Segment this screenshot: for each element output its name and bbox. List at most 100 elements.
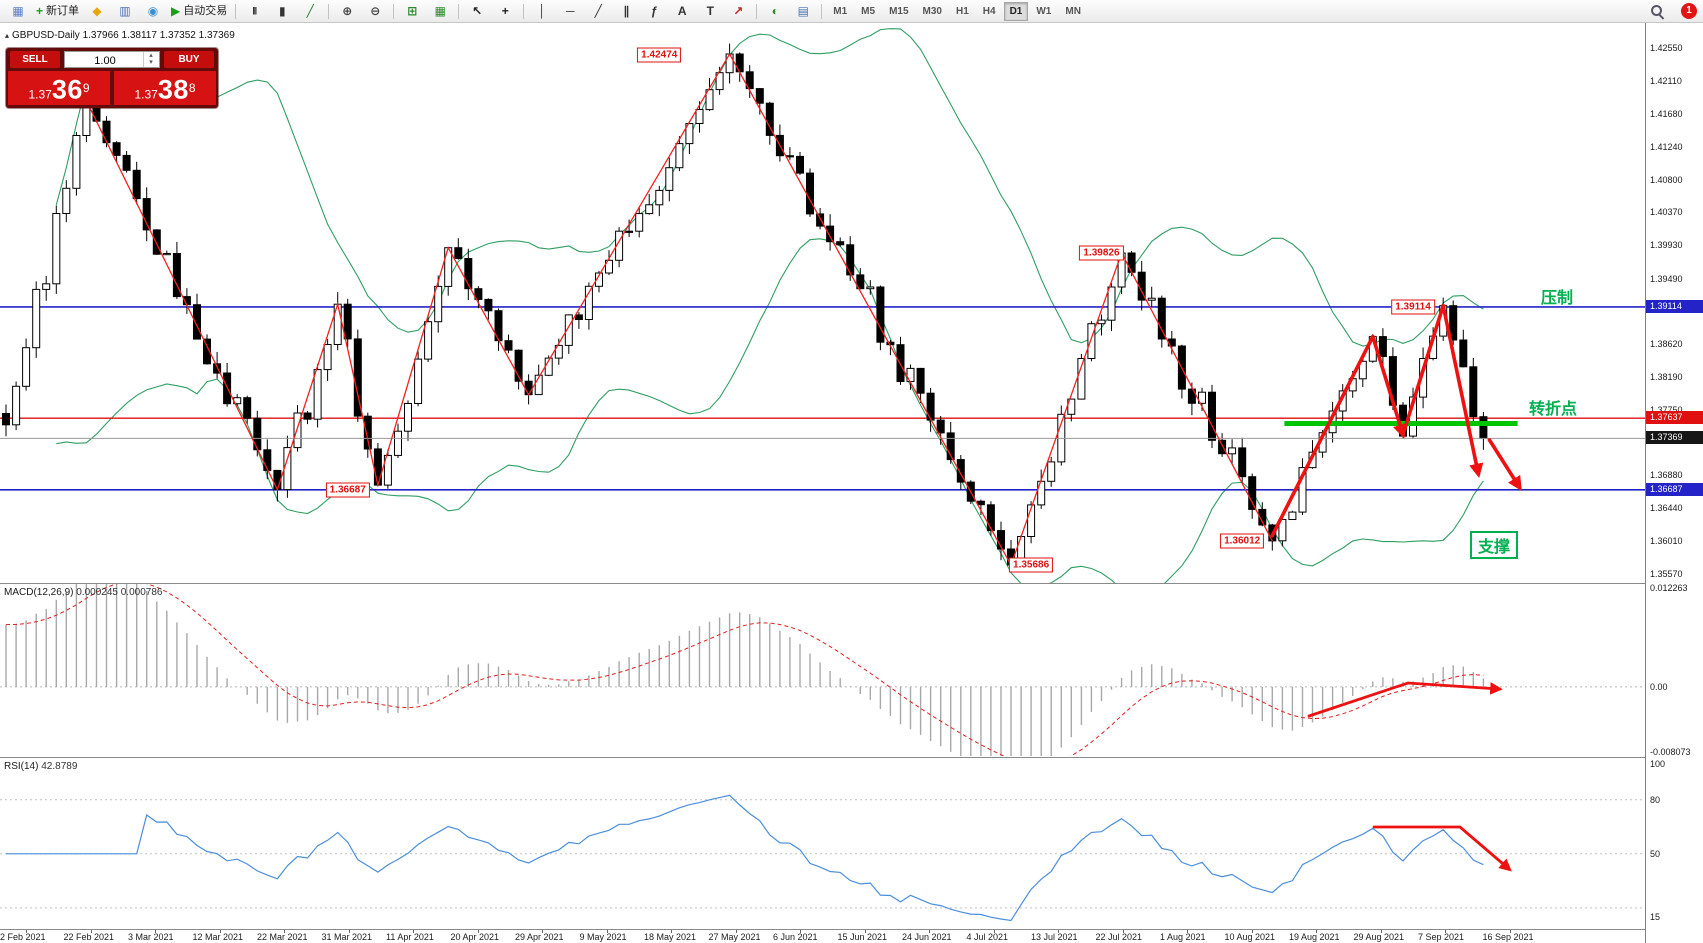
- date-label: 15 Jun 2021: [837, 932, 888, 942]
- buy-button[interactable]: BUY: [164, 51, 214, 68]
- shapes-icon[interactable]: ↗: [725, 1, 751, 21]
- crosshair-icon[interactable]: +: [492, 1, 518, 21]
- candlestick-chart-icon: ▮: [278, 4, 286, 18]
- search-icon[interactable]: [1650, 4, 1665, 19]
- autotrading-button[interactable]: ▶ 自动交易: [168, 1, 230, 21]
- alerts-icon[interactable]: ◆: [84, 1, 110, 21]
- zoom-out-icon: ⊖: [370, 4, 381, 18]
- price-callout[interactable]: 1.36012: [1220, 533, 1265, 549]
- date-label: 22 Jul 2021: [1095, 932, 1143, 942]
- timeframe-m5-button[interactable]: M5: [861, 5, 876, 17]
- one-click-trading-panel: SELL ▴ ▾ BUY 1.37369 1.37388: [6, 48, 218, 108]
- timeframe-h1-button[interactable]: H1: [955, 5, 969, 17]
- time-tick: [929, 930, 930, 933]
- time-tick: [1251, 930, 1253, 933]
- toolbar-separator: [328, 3, 330, 19]
- timeframe-w1-button[interactable]: W1: [1036, 5, 1052, 17]
- price-callout[interactable]: 1.42474: [637, 47, 682, 63]
- rsi-panel-canvas[interactable]: [0, 758, 1645, 929]
- time-tick: [477, 930, 479, 933]
- date-label: 3 Mar 2021: [128, 932, 174, 942]
- fibonacci-icon: ƒ: [650, 4, 658, 18]
- label-icon[interactable]: T: [697, 1, 723, 21]
- macd-signal-line: [5, 584, 1484, 756]
- timeframe-m15-button[interactable]: M15: [889, 5, 909, 17]
- line-chart-icon[interactable]: ╱: [297, 1, 323, 21]
- pivot-label[interactable]: 转折点: [1528, 401, 1578, 418]
- bar-chart-icon[interactable]: |||: [241, 1, 267, 21]
- sell-button[interactable]: SELL: [10, 51, 60, 68]
- toolbar-separator: [756, 3, 758, 19]
- navigator-icon[interactable]: ◉: [140, 1, 166, 21]
- date-label: 22 Feb 2021: [63, 932, 115, 942]
- notification-badge[interactable]: 1: [1681, 3, 1697, 19]
- market-watch-icon: ▥: [119, 4, 131, 18]
- panel-separator[interactable]: [0, 757, 1703, 758]
- time-tick: [735, 930, 737, 933]
- resistance-label[interactable]: 压制: [1540, 290, 1574, 307]
- macd-panel-canvas[interactable]: [0, 584, 1645, 756]
- macd-label: MACD(12,26,9) 0.000245 0.000786: [4, 587, 163, 598]
- price-callout[interactable]: 1.36687: [325, 482, 370, 498]
- date-label: 1 Aug 2021: [1160, 932, 1206, 942]
- time-tick: [155, 930, 156, 933]
- price-callout[interactable]: 1.39826: [1079, 245, 1124, 261]
- volume-input[interactable]: [65, 52, 145, 69]
- support-label[interactable]: 支撑: [1469, 531, 1519, 559]
- oneclick-toggle-icon[interactable]: ▴: [5, 31, 10, 40]
- timeframe-mn-button[interactable]: MN: [1065, 5, 1081, 17]
- time-tick: [1058, 930, 1059, 933]
- channel-icon[interactable]: ∥: [613, 1, 639, 21]
- timeframe-m30-button[interactable]: M30: [922, 5, 942, 17]
- cursor-icon[interactable]: ↖: [464, 1, 490, 21]
- zoom-in-icon[interactable]: ⊕: [334, 1, 360, 21]
- horizontal-line-icon[interactable]: ─: [557, 1, 583, 21]
- volume-up-button[interactable]: ▴: [149, 52, 153, 59]
- cascade-windows-icon[interactable]: ▦: [427, 1, 453, 21]
- rsi-axis-tick: 80: [1650, 794, 1661, 805]
- date-label: 10 Aug 2021: [1224, 932, 1276, 942]
- date-label: 20 Apr 2021: [450, 932, 500, 942]
- time-tick: [413, 930, 414, 933]
- indicators-icon[interactable]: ◐: [762, 1, 788, 21]
- new-order-button[interactable]: + 新订单: [33, 1, 82, 21]
- toolbar-separator: [821, 3, 823, 19]
- toolbar-separator: [393, 3, 395, 19]
- time-tick: [1380, 930, 1382, 933]
- vertical-line-icon[interactable]: │: [529, 1, 555, 21]
- panel-separator: [0, 929, 1703, 930]
- panel-separator[interactable]: [0, 583, 1703, 584]
- bollinger-bands: [55, 28, 1484, 583]
- tile-windows-icon[interactable]: ⊞: [399, 1, 425, 21]
- autotrading-button-label: 自动交易: [183, 5, 228, 17]
- trendline-icon[interactable]: ╱: [585, 1, 611, 21]
- timeframe-h4-button[interactable]: H4: [982, 5, 996, 17]
- rsi-axis-tick: 50: [1650, 848, 1661, 859]
- price-tick: 1.40370: [1650, 207, 1683, 218]
- text-icon[interactable]: A: [669, 1, 695, 21]
- price-axis[interactable]: 1.42550 1.42110 1.41680 1.41240 1.40800 1.403…: [1645, 23, 1703, 943]
- date-label: 24 Jun 2021: [902, 932, 952, 942]
- price-callout[interactable]: 1.35686: [1009, 557, 1054, 573]
- sell-price-display[interactable]: 1.37369: [8, 71, 110, 105]
- price-level-chip: 1.39114: [1646, 299, 1703, 313]
- fibonacci-icon[interactable]: ƒ: [641, 1, 667, 21]
- volume-down-button[interactable]: ▾: [149, 59, 153, 66]
- symbol-ohlc-text: GBPUSD-Daily 1.37966 1.38117 1.37352 1.3…: [12, 30, 235, 41]
- main-chart-canvas[interactable]: [0, 23, 1645, 583]
- time-axis[interactable]: 2 Feb 2021 22 Feb 2021 3 Mar 2021 12 Mar 20…: [0, 930, 1645, 943]
- timeframe-d1-button[interactable]: D1: [1003, 1, 1029, 21]
- timeframe-m1-button[interactable]: M1: [833, 5, 848, 17]
- new-chart-icon[interactable]: ▦: [5, 1, 31, 21]
- candlestick-chart-icon[interactable]: ▮: [269, 1, 295, 21]
- date-label: 13 Jul 2021: [1031, 932, 1078, 942]
- price-tick: 1.37750: [1650, 404, 1683, 415]
- buy-price-display[interactable]: 1.37388: [114, 71, 216, 105]
- templates-icon[interactable]: ▤: [790, 1, 816, 21]
- time-tick: [26, 930, 27, 933]
- zoom-out-icon[interactable]: ⊖: [362, 1, 388, 21]
- price-callout[interactable]: 1.39114: [1391, 299, 1435, 315]
- price-tick: 1.36440: [1650, 503, 1683, 514]
- market-watch-icon[interactable]: ▥: [112, 1, 138, 21]
- zigzag-line: [85, 52, 1273, 567]
